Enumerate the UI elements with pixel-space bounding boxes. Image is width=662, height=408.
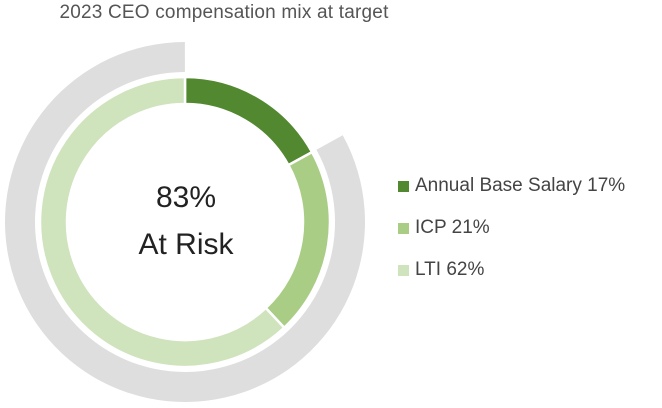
legend-swatch-lti [398,264,409,276]
slice-lti [38,75,287,369]
center-percent: 83% [155,181,217,214]
legend-item-base-salary: Annual Base Salary 17% [398,172,625,200]
chart-title-text: 2023 CEO compensation mix at target [59,2,389,23]
legend-label-lti: LTI 62% [415,259,485,280]
legend-swatch-icp [398,222,409,234]
legend-label-base-salary: Annual Base Salary 17% [415,175,626,196]
legend-swatch-base-salary [398,180,409,192]
legend-item-icp: ICP 21% [398,214,625,242]
center-label: At Risk [138,228,234,261]
donut-slices [38,75,332,369]
chart-title: 2023 CEO compensation mix at target [0,2,662,24]
legend-label-icp: ICP 21% [415,217,490,238]
slice-base-salary [183,75,314,167]
legend: Annual Base Salary 17% ICP 21% LTI 62% [398,172,625,298]
legend-item-lti: LTI 62% [398,256,625,284]
